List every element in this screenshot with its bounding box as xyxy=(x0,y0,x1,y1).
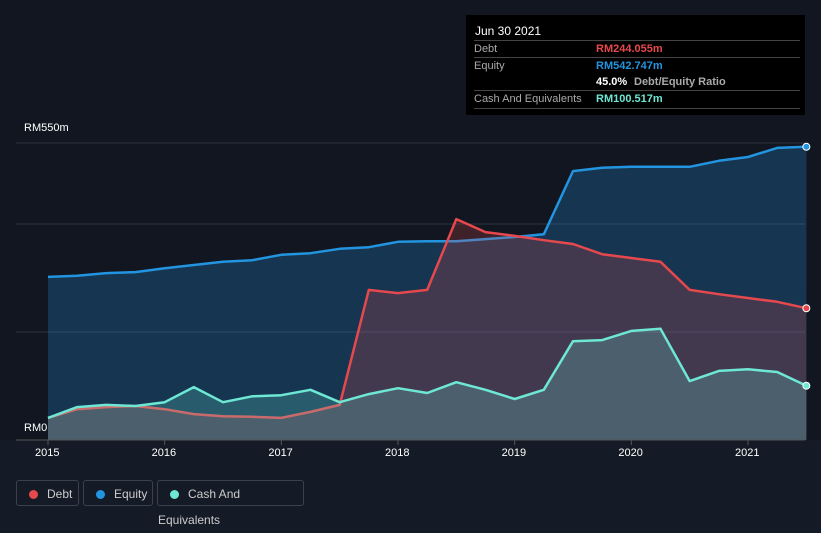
tooltip-ratio-label: Debt/Equity Ratio xyxy=(634,76,726,88)
tooltip-equity-value: RM542.747m xyxy=(596,60,663,72)
x-tick-label: 2017 xyxy=(268,447,293,459)
equity-dot-icon xyxy=(96,490,105,499)
debt-end-point xyxy=(802,304,811,313)
debt-area xyxy=(48,219,807,440)
cash-and-equivalents-area xyxy=(48,328,807,440)
x-tick-label: 2021 xyxy=(735,447,760,459)
tooltip-cash-label: Cash And Equivalents xyxy=(474,93,582,105)
equity-area xyxy=(48,146,807,441)
tooltip-debt-value: RM244.055m xyxy=(596,43,663,55)
equity-line xyxy=(47,145,807,279)
y-tick-label-max: RM550m xyxy=(24,122,69,134)
legend-equity[interactable]: Equity xyxy=(83,480,153,506)
y-tick-label-min: RM0 xyxy=(24,422,48,434)
tooltip-equity-label: Equity xyxy=(474,60,505,72)
cash-dot-icon xyxy=(170,490,179,499)
tooltip: Jun 30 2021 Debt RM244.055m Equity RM542.7… xyxy=(466,15,805,115)
debt-line xyxy=(47,217,807,420)
tooltip-debt-label: Debt xyxy=(474,43,498,55)
x-tick-label: 2016 xyxy=(151,447,177,459)
equity-end-point xyxy=(802,142,811,151)
legend-debt-label: Debt xyxy=(47,487,73,501)
legend-debt[interactable]: Debt xyxy=(16,480,79,506)
debt-dot-icon xyxy=(29,490,38,499)
x-tick-label: 2018 xyxy=(385,447,410,459)
cash-and-equivalents-line xyxy=(47,327,807,420)
tooltip-cash-value: RM100.517m xyxy=(596,93,663,105)
legend-cash[interactable]: Cash And Equivalents xyxy=(157,480,304,527)
x-tick-label: 2015 xyxy=(35,447,60,459)
tooltip-date: Jun 30 2021 xyxy=(475,24,542,38)
x-tick-label: 2019 xyxy=(501,447,527,459)
tooltip-ratio-value: 45.0% xyxy=(596,76,628,88)
x-tick-label: 2020 xyxy=(618,447,643,459)
legend-equity-label: Equity xyxy=(114,487,148,501)
legend-cash-label: Cash And Equivalents xyxy=(158,487,241,527)
cash-and-equivalents-end-point xyxy=(802,381,811,390)
